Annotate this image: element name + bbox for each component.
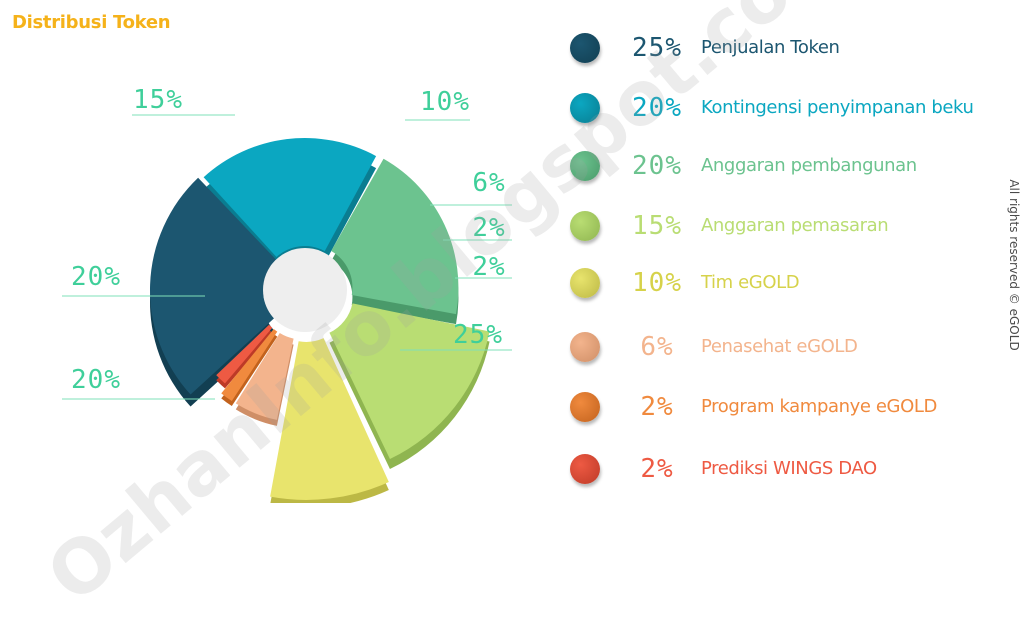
pie-center-hole xyxy=(263,248,347,332)
pie-slice-penasehat-egold xyxy=(235,333,294,420)
chart-title: Distribusi Token xyxy=(12,12,171,33)
legend-percent: 2% xyxy=(640,454,674,484)
legend-item: 15% Anggaran pemasaran xyxy=(566,208,996,248)
legend-percent: 10% xyxy=(632,268,682,298)
pie-labels: 25% 20% 20% 15% 10% 6% 2% 2% xyxy=(62,85,512,400)
pie-slice-kontingensi-penyimpanan-beku xyxy=(203,138,377,257)
legend-item: 20% Anggaran pembangunan xyxy=(566,148,996,188)
legend-bullet xyxy=(570,454,600,484)
pie-slices xyxy=(150,138,490,503)
slice-percent-label: 20% xyxy=(71,262,121,292)
legend-item: 10% Tim eGOLD xyxy=(566,265,996,305)
legend-percent: 6% xyxy=(640,332,674,362)
legend-bullet xyxy=(570,33,600,63)
legend-label: Penjualan Token xyxy=(701,37,840,58)
legend-bullet xyxy=(570,211,600,241)
slice-percent-label: 2% xyxy=(472,213,505,243)
legend-bullet xyxy=(570,332,600,362)
legend-bullet xyxy=(570,93,600,123)
pie-slice-program-kampanye-egold xyxy=(221,329,278,402)
legend-label: Penasehat eGOLD xyxy=(701,336,858,357)
legend-percent: 20% xyxy=(632,151,682,181)
legend-percent: 25% xyxy=(632,33,682,63)
pie-slice-prediksi-wings-dao xyxy=(216,324,273,384)
pie-slice-tim-egold xyxy=(270,338,389,500)
legend-percent: 2% xyxy=(640,392,674,422)
legend-label: Anggaran pemasaran xyxy=(701,215,889,236)
slice-percent-label: 25% xyxy=(453,320,503,350)
slice-percent-label: 20% xyxy=(71,365,121,395)
legend-percent: 15% xyxy=(632,211,682,241)
legend-label: Program kampanye eGOLD xyxy=(701,396,937,417)
copyright-notice: All rights reserved © eGOLD xyxy=(1007,179,1021,351)
legend-percent: 20% xyxy=(632,93,682,123)
legend-label: Kontingensi penyimpanan beku xyxy=(701,97,974,118)
legend-item: 6% Penasehat eGOLD xyxy=(566,329,996,369)
legend-label: Tim eGOLD xyxy=(701,272,800,293)
slice-percent-label: 2% xyxy=(472,252,505,282)
legend-item: 2% Program kampanye eGOLD xyxy=(566,389,996,429)
legend-item: 20% Kontingensi penyimpanan beku xyxy=(566,90,996,130)
pie-slice-anggaran-pemasaran xyxy=(329,303,490,460)
slice-percent-label: 6% xyxy=(472,168,505,198)
pie-slice-anggaran-pembangunan xyxy=(331,158,459,315)
legend-item: 25% Penjualan Token xyxy=(566,30,996,70)
legend-label: Anggaran pembangunan xyxy=(701,155,917,176)
legend-bullet xyxy=(570,151,600,181)
legend-bullet xyxy=(570,392,600,422)
slice-percent-label: 10% xyxy=(420,87,470,117)
pie-chart: 25% 20% 20% 15% 10% 6% 2% 2% xyxy=(62,85,512,503)
legend-item: 2% Prediksi WINGS DAO xyxy=(566,451,996,491)
pie-slice-penjualan-token xyxy=(150,177,277,395)
legend-bullet xyxy=(570,268,600,298)
slice-percent-label: 15% xyxy=(133,85,183,115)
legend-label: Prediksi WINGS DAO xyxy=(701,458,877,479)
